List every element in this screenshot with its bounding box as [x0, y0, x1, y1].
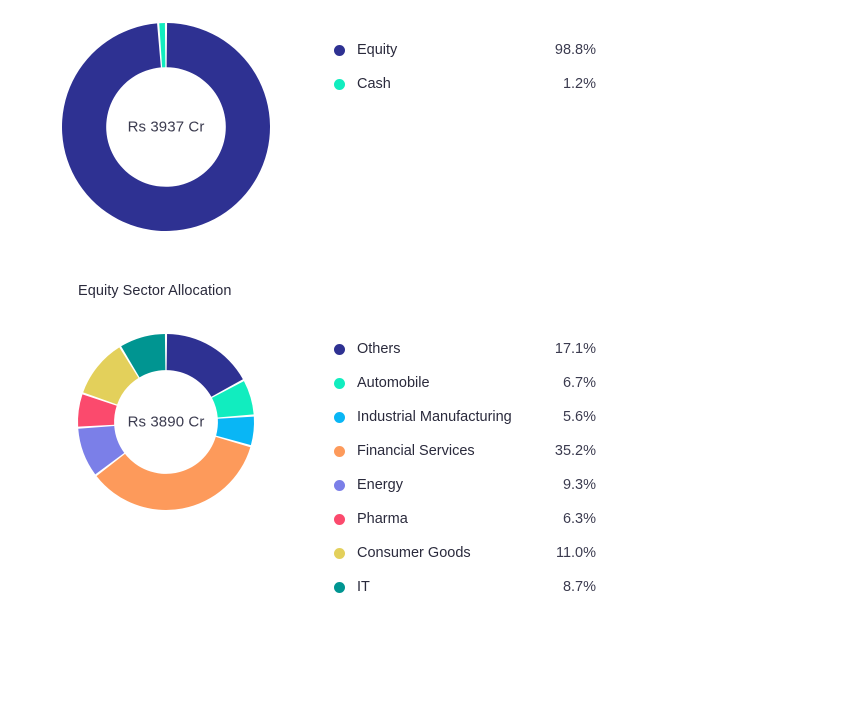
legend-value: 11.0%	[555, 544, 596, 561]
sector-allocation-legend-row[interactable]: Industrial Manufacturing 5.6%	[334, 400, 596, 434]
legend-color-swatch-icon	[334, 479, 345, 491]
sector-allocation-donut-segment[interactable]: Financial Services 35.2%	[96, 436, 251, 510]
sector-allocation-legend-row[interactable]: Others 17.1%	[334, 332, 596, 366]
asset-allocation-legend: Equity 98.8% Cash 1.2%	[334, 33, 596, 101]
legend-value: 9.3%	[562, 476, 596, 493]
asset-allocation-legend-row[interactable]: Cash 1.2%	[334, 67, 596, 101]
sector-allocation-legend-row[interactable]: IT 8.7%	[334, 570, 596, 604]
legend-color-swatch-icon	[334, 513, 345, 525]
asset-allocation-donut-segment[interactable]: Cash 1.2%	[159, 23, 166, 68]
asset-allocation-donut-svg[interactable]: Equity 98.8%Cash 1.2%	[61, 23, 270, 231]
sector-allocation-donut-segment[interactable]: Pharma 6.3%	[78, 394, 117, 427]
sector-allocation-donut[interactable]: Others 17.1%Automobile 6.7%Industrial Ma…	[78, 334, 254, 510]
legend-label: Consumer Goods	[357, 544, 471, 561]
legend-value: 5.6%	[562, 408, 596, 425]
legend-label: Pharma	[357, 510, 408, 527]
legend-color-swatch-icon	[334, 377, 345, 389]
legend-label: Energy	[357, 476, 403, 493]
legend-value: 6.3%	[562, 510, 596, 527]
asset-allocation-donut-segment[interactable]: Equity 98.8%	[61, 23, 270, 231]
legend-value: 17.1%	[554, 340, 596, 357]
sector-allocation-legend-row[interactable]: Pharma 6.3%	[334, 502, 596, 536]
sector-allocation-donut-segment[interactable]: Energy 9.3%	[78, 425, 125, 475]
asset-allocation-center-label: Rs 3937 Cr	[127, 118, 205, 136]
legend-color-swatch-icon	[334, 547, 345, 559]
sector-allocation-legend-row[interactable]: Financial Services 35.2%	[334, 434, 596, 468]
legend-value: 8.7%	[562, 578, 596, 595]
sector-allocation-donut-segment[interactable]: Automobile 6.7%	[211, 381, 254, 418]
sector-allocation-center-label: Rs 3890 Cr	[127, 413, 205, 431]
sector-allocation-title: Equity Sector Allocation	[78, 283, 232, 299]
sector-allocation-chart-block: Equity Sector Allocation Others 17.1%Aut…	[0, 268, 856, 608]
legend-value: 35.2%	[554, 442, 596, 459]
legend-label: Automobile	[357, 374, 430, 391]
legend-color-swatch-icon	[334, 581, 345, 593]
sector-allocation-legend-row[interactable]: Automobile 6.7%	[334, 366, 596, 400]
sector-allocation-donut-segment[interactable]: IT 8.7%	[121, 334, 166, 378]
sector-allocation-donut-svg[interactable]: Others 17.1%Automobile 6.7%Industrial Ma…	[78, 334, 254, 510]
legend-color-swatch-icon	[334, 343, 345, 355]
sector-allocation-legend-row[interactable]: Energy 9.3%	[334, 468, 596, 502]
legend-color-swatch-icon	[334, 78, 345, 90]
legend-value: 1.2%	[562, 75, 596, 92]
sector-allocation-donut-segment[interactable]: Industrial Manufacturing 5.6%	[216, 416, 254, 446]
asset-allocation-donut[interactable]: Equity 98.8%Cash 1.2% Rs 3937 Cr	[61, 23, 270, 231]
asset-allocation-legend-row[interactable]: Equity 98.8%	[334, 33, 596, 67]
sector-allocation-legend-row[interactable]: Consumer Goods 11.0%	[334, 536, 596, 570]
sector-allocation-donut-segment[interactable]: Others 17.1%	[166, 334, 243, 397]
sector-allocation-legend: Others 17.1% Automobile 6.7% Industrial Manu…	[334, 332, 596, 604]
legend-label: Industrial Manufacturing	[357, 408, 512, 425]
legend-label: IT	[357, 578, 370, 595]
legend-color-swatch-icon	[334, 44, 345, 56]
legend-label: Cash	[357, 75, 391, 92]
legend-value: 98.8%	[554, 41, 596, 58]
legend-label: Financial Services	[357, 442, 475, 459]
legend-label: Others	[357, 340, 401, 357]
legend-label: Equity	[357, 41, 398, 58]
asset-allocation-chart-block: Equity 98.8%Cash 1.2% Rs 3937 Cr Equity9…	[0, 0, 856, 260]
legend-color-swatch-icon	[334, 411, 345, 423]
legend-value: 6.7%	[562, 374, 596, 391]
sector-allocation-donut-segment[interactable]: Consumer Goods 11%	[83, 347, 139, 405]
legend-color-swatch-icon	[334, 445, 345, 457]
